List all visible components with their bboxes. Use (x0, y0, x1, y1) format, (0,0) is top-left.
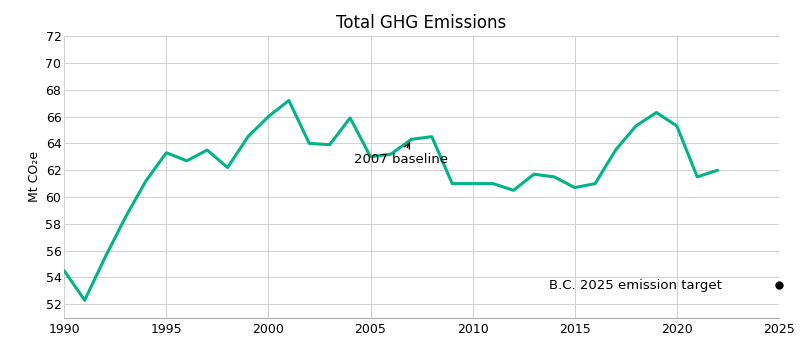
Y-axis label: Mt CO₂e: Mt CO₂e (28, 151, 41, 203)
Text: 2007 baseline: 2007 baseline (354, 143, 448, 166)
Text: B.C. 2025 emission target: B.C. 2025 emission target (549, 279, 721, 292)
Title: Total GHG Emissions: Total GHG Emissions (336, 14, 506, 32)
